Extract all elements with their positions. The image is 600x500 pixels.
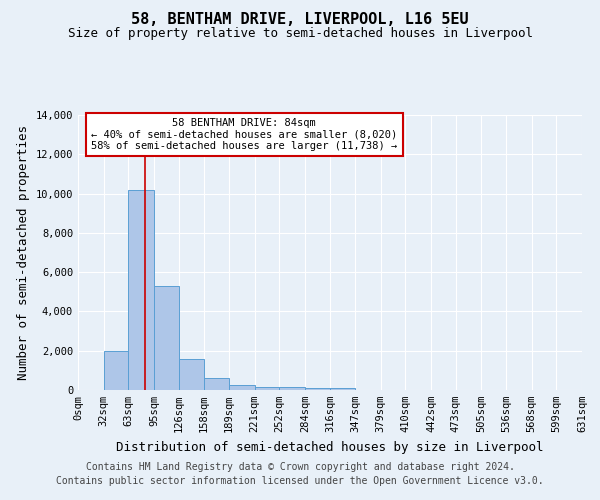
- Bar: [179, 358, 204, 390]
- X-axis label: Distribution of semi-detached houses by size in Liverpool: Distribution of semi-detached houses by …: [116, 440, 544, 454]
- Bar: [229, 384, 254, 390]
- Text: 58 BENTHAM DRIVE: 84sqm
← 40% of semi-detached houses are smaller (8,020)
58% of: 58 BENTHAM DRIVE: 84sqm ← 40% of semi-de…: [91, 118, 397, 151]
- Y-axis label: Number of semi-detached properties: Number of semi-detached properties: [17, 125, 30, 380]
- Text: 58, BENTHAM DRIVE, LIVERPOOL, L16 5EU: 58, BENTHAM DRIVE, LIVERPOOL, L16 5EU: [131, 12, 469, 28]
- Bar: [128, 190, 154, 390]
- Bar: [154, 286, 179, 390]
- Bar: [104, 350, 128, 390]
- Bar: [331, 388, 355, 390]
- Bar: [204, 378, 229, 390]
- Text: Contains HM Land Registry data © Crown copyright and database right 2024.: Contains HM Land Registry data © Crown c…: [86, 462, 514, 472]
- Bar: [279, 388, 305, 390]
- Text: Contains public sector information licensed under the Open Government Licence v3: Contains public sector information licen…: [56, 476, 544, 486]
- Bar: [254, 386, 279, 390]
- Text: Size of property relative to semi-detached houses in Liverpool: Size of property relative to semi-detach…: [67, 28, 533, 40]
- Bar: [305, 388, 331, 390]
